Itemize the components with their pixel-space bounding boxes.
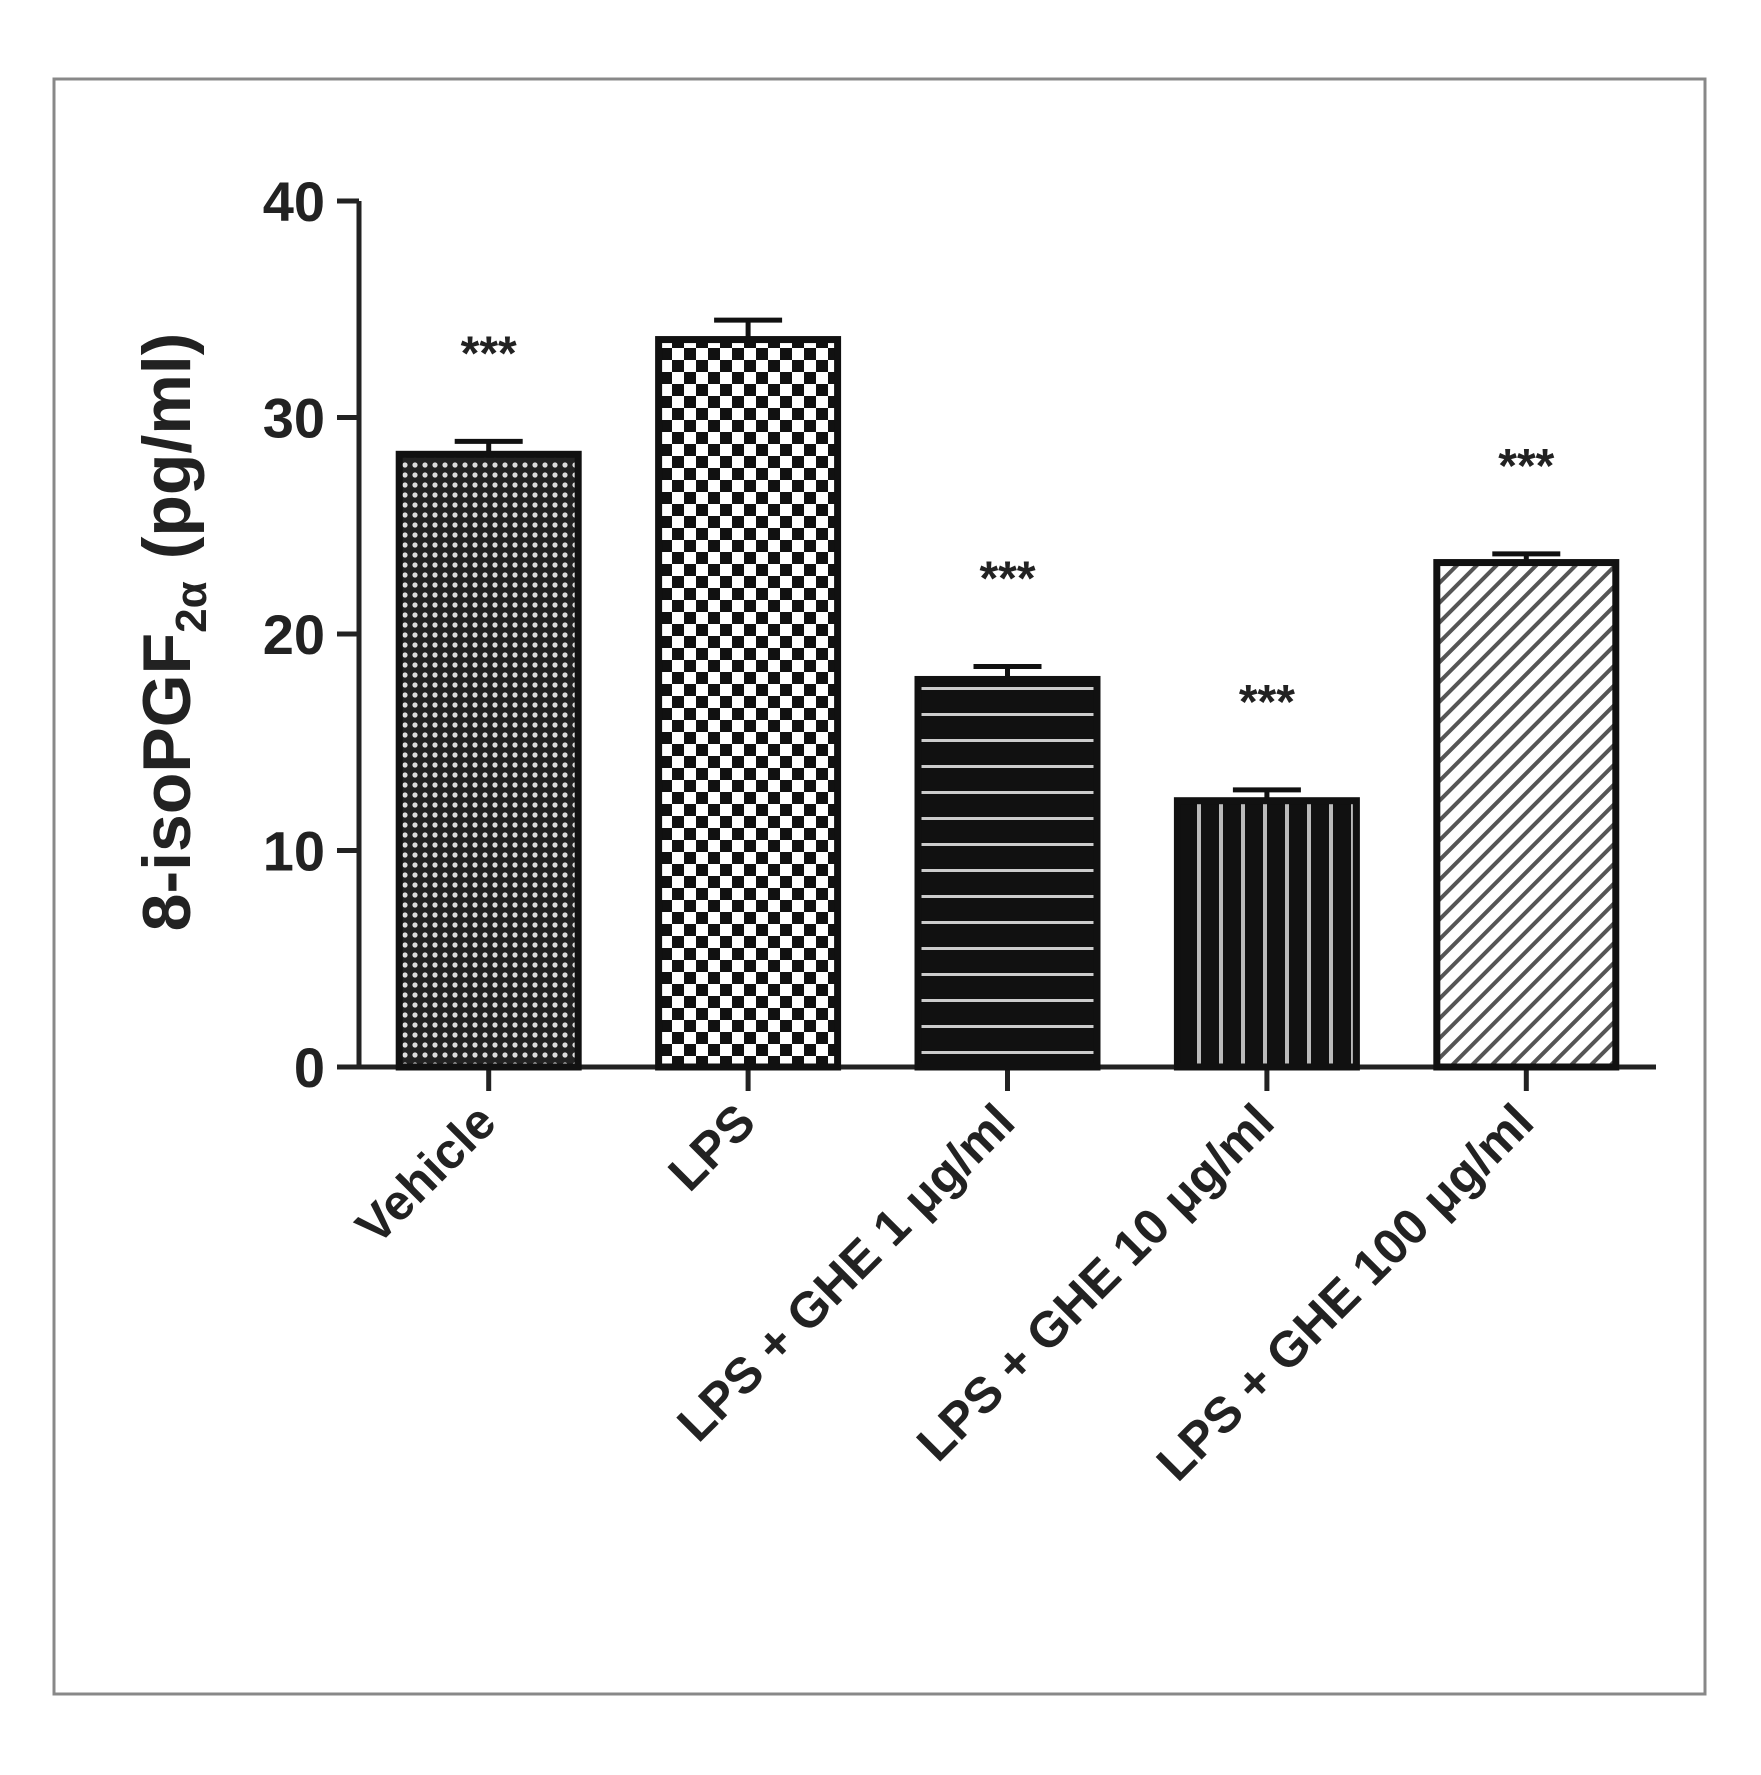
y-label-main: 8-isoPGF bbox=[129, 633, 205, 932]
x-tick-label: Vehicle bbox=[345, 1093, 506, 1254]
bar bbox=[395, 450, 582, 1071]
y-label-sub: 2α bbox=[167, 581, 216, 633]
x-tick-label: LPS bbox=[658, 1093, 766, 1201]
significance: *** bbox=[1498, 440, 1554, 493]
frame bbox=[52, 77, 1707, 1696]
y-tick-label: 0 bbox=[294, 1036, 325, 1099]
bar bbox=[655, 336, 842, 1071]
y-tick-label: 10 bbox=[263, 820, 325, 883]
bar bbox=[1173, 797, 1360, 1071]
bar bbox=[1433, 559, 1620, 1071]
y-tick-label: 20 bbox=[263, 603, 325, 666]
significance: *** bbox=[979, 552, 1035, 605]
y-axis-label: 8-isoPGF2α (pg/ml) bbox=[129, 333, 216, 932]
bar bbox=[914, 675, 1101, 1071]
y-tick-label: 40 bbox=[263, 170, 325, 233]
y-label-unit: (pg/ml) bbox=[129, 333, 205, 560]
significance: *** bbox=[1239, 676, 1295, 729]
significance: *** bbox=[461, 327, 517, 380]
y-tick-label: 30 bbox=[263, 387, 325, 450]
